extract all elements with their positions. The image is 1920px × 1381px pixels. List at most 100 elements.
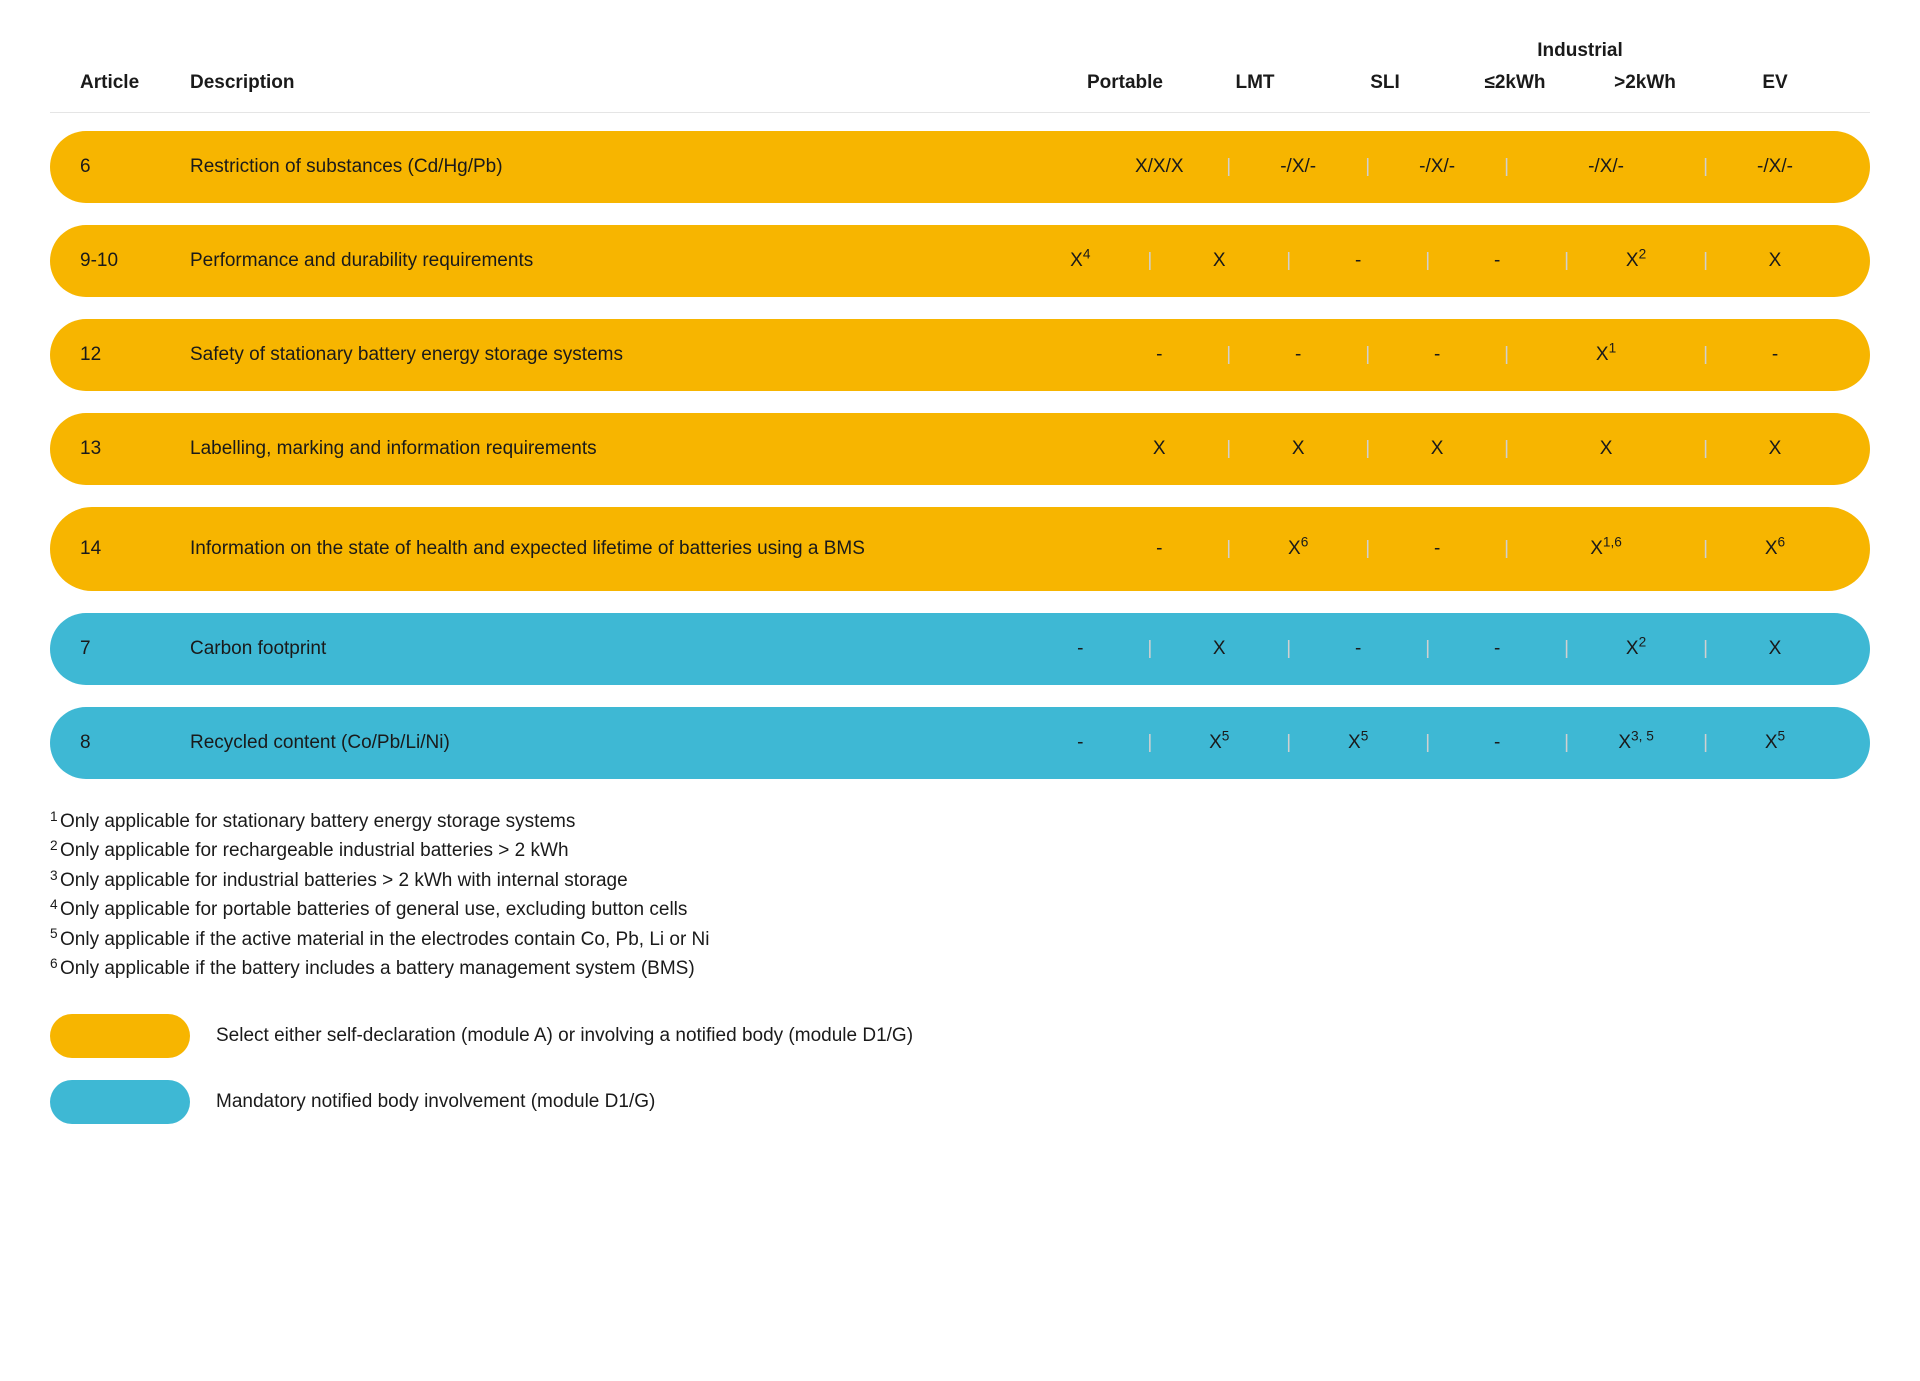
footnote-text: Only applicable for portable batteries o…	[60, 895, 687, 924]
cell-article: 8	[80, 732, 190, 754]
header-description: Description	[190, 72, 1060, 94]
footnote-number: 3	[50, 865, 60, 894]
cell-value: -/X/-	[1511, 156, 1701, 178]
cell-separator: |	[1363, 344, 1372, 366]
cell-description: Safety of stationary battery energy stor…	[190, 342, 1094, 368]
cell-description: Restriction of substances (Cd/Hg/Pb)	[190, 154, 1094, 180]
cell-article: 14	[80, 538, 190, 560]
cell-value: X2	[1571, 250, 1701, 272]
cell-superscript: 5	[1222, 729, 1230, 744]
cell-value: X6	[1710, 538, 1840, 560]
cell-separator: |	[1502, 156, 1511, 178]
table-row: 13Labelling, marking and information req…	[50, 413, 1870, 485]
cell-separator: |	[1224, 438, 1233, 460]
cell-description: Recycled content (Co/Pb/Li/Ni)	[190, 730, 1015, 756]
cell-article: 9-10	[80, 250, 190, 272]
cell-value: -	[1710, 344, 1840, 366]
footnote-number: 2	[50, 835, 60, 864]
table-row: 8Recycled content (Co/Pb/Li/Ni)-|X5|X5|-…	[50, 707, 1870, 779]
header-lmt: LMT	[1190, 72, 1320, 94]
cell-separator: |	[1145, 250, 1154, 272]
cell-value: X	[1710, 638, 1840, 660]
cell-separator: |	[1423, 732, 1432, 754]
table-row: 7Carbon footprint-|X|-|-|X2|X	[50, 613, 1870, 685]
cell-value: X6	[1233, 538, 1363, 560]
cell-separator: |	[1363, 538, 1372, 560]
cell-value: -	[1372, 344, 1502, 366]
table-row: 6Restriction of substances (Cd/Hg/Pb)X/X…	[50, 131, 1870, 203]
cell-separator: |	[1701, 538, 1710, 560]
legend-label: Mandatory notified body involvement (mod…	[216, 1091, 655, 1113]
cell-value: X3, 5	[1571, 732, 1701, 754]
cell-value: X	[1710, 250, 1840, 272]
table-header: Article Description Portable LMT SLI Ind…	[50, 40, 1870, 113]
footnotes: 1Only applicable for stationary battery …	[50, 807, 1870, 984]
cell-article: 12	[80, 344, 190, 366]
cell-value: X1,6	[1511, 538, 1701, 560]
header-industrial-gt: >2kWh	[1580, 72, 1710, 94]
table-row: 9-10Performance and durability requireme…	[50, 225, 1870, 297]
footnote-text: Only applicable for stationary battery e…	[60, 807, 575, 836]
cell-value: -/X/-	[1372, 156, 1502, 178]
cell-value: -	[1233, 344, 1363, 366]
cell-value: X	[1372, 438, 1502, 460]
cell-separator: |	[1502, 538, 1511, 560]
cell-description: Labelling, marking and information requi…	[190, 436, 1094, 462]
cell-separator: |	[1284, 638, 1293, 660]
cell-separator: |	[1701, 156, 1710, 178]
requirements-table: Article Description Portable LMT SLI Ind…	[50, 40, 1870, 779]
table-row: 14Information on the state of health and…	[50, 507, 1870, 591]
cell-value: -	[1432, 732, 1562, 754]
cell-separator: |	[1701, 438, 1710, 460]
cell-value: X5	[1293, 732, 1423, 754]
cell-value: X5	[1154, 732, 1284, 754]
cell-separator: |	[1423, 250, 1432, 272]
header-sli: SLI	[1320, 72, 1450, 94]
cell-separator: |	[1562, 250, 1571, 272]
footnote-number: 1	[50, 806, 60, 835]
cell-value: -	[1293, 638, 1423, 660]
footnote-number: 4	[50, 894, 60, 923]
legend-swatch	[50, 1014, 190, 1058]
footnote: 4Only applicable for portable batteries …	[50, 895, 1870, 924]
legend-swatch	[50, 1080, 190, 1124]
footnote-text: Only applicable for rechargeable industr…	[60, 836, 569, 865]
cell-separator: |	[1145, 638, 1154, 660]
header-ev: EV	[1710, 72, 1840, 94]
cell-value: -	[1372, 538, 1502, 560]
cell-separator: |	[1224, 156, 1233, 178]
legend: Select either self-declaration (module A…	[50, 1014, 1870, 1124]
cell-separator: |	[1562, 638, 1571, 660]
cell-description: Carbon footprint	[190, 636, 1015, 662]
footnote-text: Only applicable if the active material i…	[60, 925, 710, 954]
cell-separator: |	[1145, 732, 1154, 754]
cell-separator: |	[1363, 438, 1372, 460]
legend-label: Select either self-declaration (module A…	[216, 1025, 913, 1047]
cell-value: X2	[1571, 638, 1701, 660]
footnote: 5Only applicable if the active material …	[50, 925, 1870, 954]
footnote-number: 5	[50, 923, 60, 952]
cell-superscript: 5	[1361, 729, 1369, 744]
cell-superscript: 6	[1301, 535, 1309, 550]
cell-separator: |	[1502, 344, 1511, 366]
cell-article: 13	[80, 438, 190, 460]
cell-superscript: 3, 5	[1631, 729, 1654, 744]
cell-value: X	[1710, 438, 1840, 460]
cell-superscript: 1	[1609, 341, 1617, 356]
cell-value: -	[1094, 344, 1224, 366]
cell-superscript: 5	[1778, 729, 1786, 744]
cell-value: X	[1154, 250, 1284, 272]
cell-separator: |	[1423, 638, 1432, 660]
cell-separator: |	[1701, 638, 1710, 660]
cell-superscript: 2	[1639, 635, 1647, 650]
footnote-text: Only applicable if the battery includes …	[60, 954, 695, 983]
cell-value: X/X/X	[1094, 156, 1224, 178]
cell-value: X	[1094, 438, 1224, 460]
footnote: 6Only applicable if the battery includes…	[50, 954, 1870, 983]
cell-value: X1	[1511, 344, 1701, 366]
cell-article: 6	[80, 156, 190, 178]
cell-superscript: 6	[1778, 535, 1786, 550]
footnote: 2Only applicable for rechargeable indust…	[50, 836, 1870, 865]
cell-superscript: 4	[1083, 247, 1091, 262]
cell-separator: |	[1224, 344, 1233, 366]
